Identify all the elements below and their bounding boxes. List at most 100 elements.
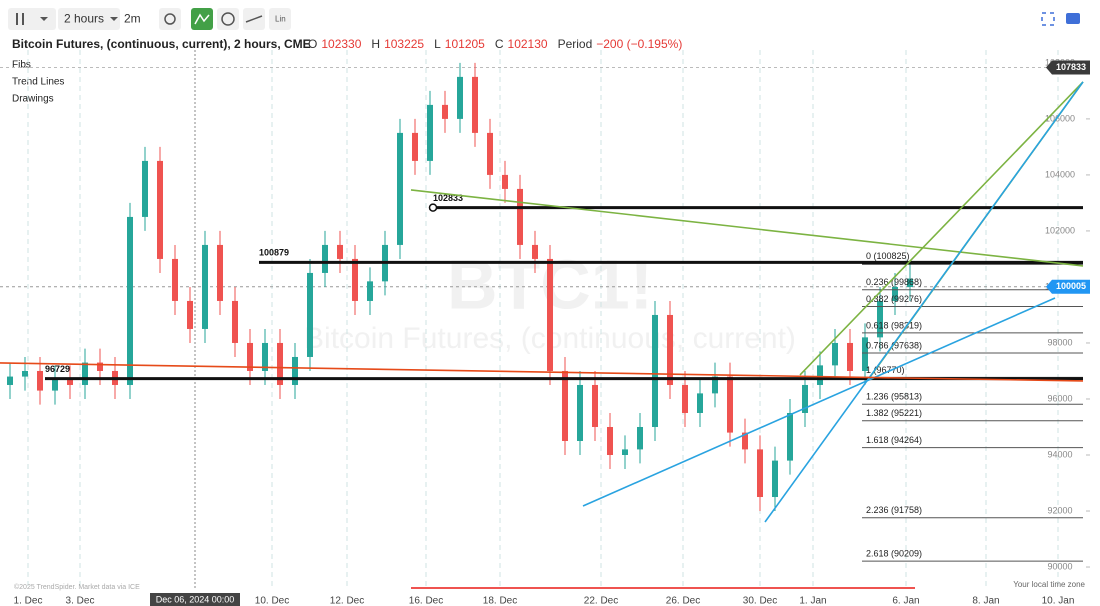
- candle-body: [712, 376, 718, 394]
- candle-body: [667, 314, 673, 385]
- candle-body: [772, 460, 778, 498]
- fullscreen-button[interactable]: [1041, 12, 1055, 26]
- crosshair-label: Dec 06, 2024 00:00: [156, 594, 235, 604]
- candle-body: [562, 370, 568, 441]
- candle-body: [217, 244, 223, 301]
- icon: [221, 12, 235, 26]
- x-tick-label: 12. Dec: [330, 596, 364, 606]
- candle-body: [532, 244, 538, 259]
- candle-body: [412, 132, 418, 161]
- snapshot-button[interactable]: [1066, 13, 1080, 24]
- candle-body: [742, 432, 748, 450]
- candle-body: [427, 104, 433, 161]
- candle-body: [487, 132, 493, 175]
- candle-body: [187, 300, 193, 329]
- ohlc-key: H: [371, 37, 380, 51]
- candle-body: [37, 370, 43, 391]
- y-tick-label: 94000: [1047, 449, 1072, 459]
- candle-body: [97, 362, 103, 371]
- x-tick-label: 3. Dec: [66, 596, 95, 606]
- x-tick-label: 6. Jan: [892, 596, 919, 606]
- x-tick-label: 8. Jan: [972, 596, 999, 606]
- clock-button[interactable]: [217, 8, 239, 30]
- ohlc-key: O: [308, 37, 317, 51]
- trend-line: [764, 81, 1084, 523]
- anchor: [428, 203, 438, 212]
- y-tick-label: 96000: [1047, 393, 1072, 403]
- crosshair-label-box: [150, 593, 240, 606]
- candle-body: [307, 272, 313, 357]
- fib-label: 0 (100825): [866, 251, 910, 261]
- horizontal-line-label: 96729: [45, 364, 70, 374]
- trend-line: [582, 297, 1056, 507]
- candle-body: [682, 384, 688, 413]
- candle-body: [877, 300, 883, 338]
- settings-button[interactable]: [159, 8, 181, 30]
- icon: [110, 17, 118, 21]
- candle-body: [502, 174, 508, 189]
- ohlc-key: L: [434, 37, 441, 51]
- layer-label: Fibs: [12, 60, 31, 71]
- y-tick-label: 92000: [1047, 505, 1072, 515]
- chart-type-button[interactable]: [8, 8, 56, 30]
- fib-label: 1.618 (94264): [866, 435, 922, 445]
- candle-body: [892, 286, 898, 301]
- horizontal-line-label: 100879: [259, 248, 289, 258]
- ohlc-key: C: [495, 37, 504, 51]
- candle-body: [337, 244, 343, 259]
- fib-label: 1.382 (95221): [866, 408, 922, 418]
- fib-label: 2.236 (91758): [866, 505, 922, 515]
- candle-body: [622, 449, 628, 455]
- candle-body: [442, 104, 448, 119]
- layer-label: Trend Lines: [12, 77, 64, 88]
- candle-body: [577, 384, 583, 441]
- horizontal-line-label: 102833: [433, 193, 463, 203]
- candle-body: [397, 132, 403, 245]
- candle-body: [82, 362, 88, 385]
- candle-body: [862, 337, 868, 371]
- icon: [194, 13, 210, 25]
- price-tag: [1046, 60, 1090, 75]
- interval: 2 hours: [64, 12, 104, 26]
- candle-body: [127, 216, 133, 385]
- scale-button[interactable]: [269, 8, 291, 30]
- candle-body: [697, 393, 703, 413]
- ohlc-header: O 102330 H 103225 L 101205 C 102130 Period −200 (…: [308, 37, 682, 51]
- price-tag: [1046, 279, 1090, 294]
- candle-body: [607, 426, 613, 455]
- ohlc-value: 103225: [384, 37, 424, 51]
- interval-button[interactable]: [58, 8, 120, 30]
- x-tick-label: 16. Dec: [409, 596, 443, 606]
- x-tick-label: 26. Dec: [666, 596, 700, 606]
- trend-line: [0, 362, 1084, 382]
- candle-body: [757, 449, 763, 498]
- candle-body: [352, 258, 358, 301]
- candle-body: [277, 342, 283, 385]
- candle-body: [787, 412, 793, 461]
- layer-label: Drawings: [12, 94, 54, 105]
- chart-title: Bitcoin Futures, (continuous, current), …: [12, 37, 311, 51]
- x-tick-label: 1. Dec: [14, 596, 43, 606]
- period-key: Period: [558, 37, 593, 51]
- candle-body: [457, 76, 463, 119]
- candle-body: [202, 244, 208, 329]
- copyright: ©2025 TrendSpider. Market data via ICE: [14, 583, 140, 591]
- price-tag-label: 107833: [1056, 62, 1086, 72]
- x-tick-label: 22. Dec: [584, 596, 618, 606]
- candle-body: [322, 244, 328, 273]
- ohlc-value: 102330: [321, 37, 361, 51]
- fib-label: 0.786 (97638): [866, 340, 922, 350]
- candle-body: [67, 379, 73, 385]
- candle-body: [802, 384, 808, 413]
- icon: [16, 13, 18, 25]
- candle-body: [7, 376, 13, 385]
- trend-line: [799, 81, 1084, 376]
- fib-label: 0.382 (99276): [866, 294, 922, 304]
- period-value: −200 (−0.195%): [596, 37, 682, 51]
- ohlc-value: 102130: [508, 37, 548, 51]
- candle-body: [262, 342, 268, 371]
- resolution[interactable]: 2m: [124, 12, 141, 26]
- candle-body: [232, 300, 238, 343]
- candle-body: [847, 342, 853, 371]
